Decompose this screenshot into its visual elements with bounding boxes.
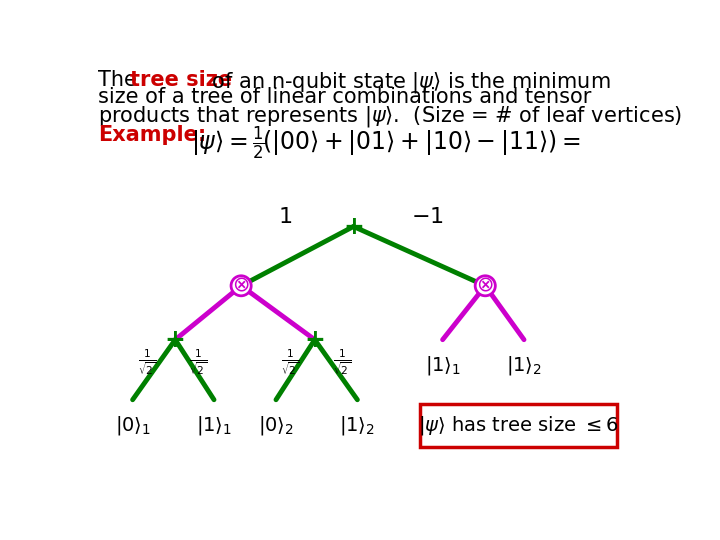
- Text: +: +: [343, 214, 364, 239]
- Text: Example:: Example:: [98, 125, 206, 145]
- Circle shape: [475, 276, 495, 296]
- FancyBboxPatch shape: [420, 404, 617, 448]
- Text: $\otimes$: $\otimes$: [477, 276, 494, 296]
- Text: The: The: [98, 70, 143, 90]
- Text: $|\psi\rangle$ has tree size $\leq 6$: $|\psi\rangle$ has tree size $\leq 6$: [418, 414, 619, 437]
- Text: $|0\rangle_1$: $|0\rangle_1$: [114, 414, 150, 437]
- Text: $|0\rangle_2$: $|0\rangle_2$: [258, 414, 294, 437]
- Text: +: +: [165, 328, 186, 352]
- Text: $\frac{1}{\sqrt{2}}$: $\frac{1}{\sqrt{2}}$: [189, 348, 207, 377]
- Text: $\frac{1}{\sqrt{2}}$: $\frac{1}{\sqrt{2}}$: [138, 348, 156, 377]
- Text: $|1\rangle_2$: $|1\rangle_2$: [339, 414, 375, 437]
- Text: $|1\rangle_1$: $|1\rangle_1$: [196, 414, 232, 437]
- Text: $-1$: $-1$: [410, 207, 444, 227]
- Circle shape: [231, 276, 251, 296]
- Text: of an n-qubit state $|\psi\rangle$ is the minimum: of an n-qubit state $|\psi\rangle$ is th…: [204, 70, 611, 95]
- Text: 1: 1: [278, 207, 292, 227]
- Text: $\frac{1}{\sqrt{2}}$: $\frac{1}{\sqrt{2}}$: [333, 348, 351, 377]
- Text: size of a tree of linear combinations and tensor: size of a tree of linear combinations an…: [98, 87, 591, 107]
- Text: $|1\rangle_1$: $|1\rangle_1$: [425, 354, 461, 376]
- Text: tree size: tree size: [130, 70, 233, 90]
- Text: $\otimes$: $\otimes$: [233, 276, 250, 296]
- Text: $|\psi\rangle = \frac{1}{2}\!\left(|00\rangle+|01\rangle+|10\rangle-|11\rangle\r: $|\psi\rangle = \frac{1}{2}\!\left(|00\r…: [191, 125, 580, 162]
- Text: $|1\rangle_2$: $|1\rangle_2$: [506, 354, 542, 376]
- Text: +: +: [305, 328, 325, 352]
- Text: $\frac{1}{\sqrt{2}}$: $\frac{1}{\sqrt{2}}$: [281, 348, 299, 377]
- Text: products that represents $|\psi\rangle$.  (Size = # of leaf vertices): products that represents $|\psi\rangle$.…: [98, 104, 682, 129]
